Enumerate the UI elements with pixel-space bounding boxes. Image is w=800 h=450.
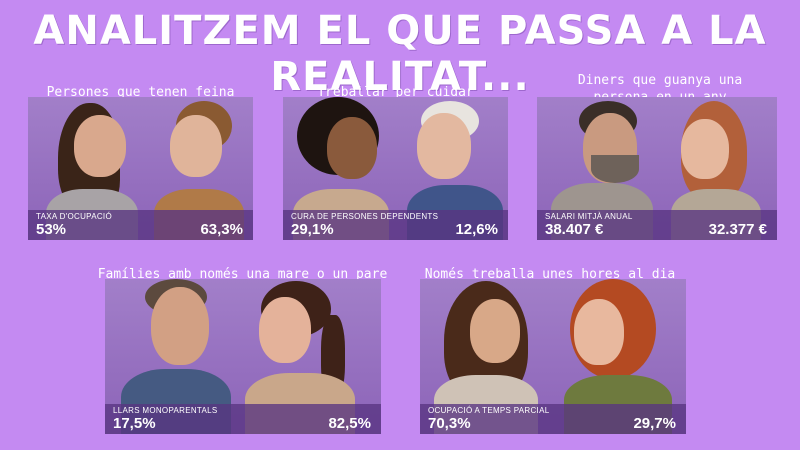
panel-employment: TAXA D'OCUPACIÓ 53% 63,3% <box>28 97 253 240</box>
page-title: ANALITZEM EL QUE PASSA A LA REALITAT... <box>33 8 767 100</box>
statistic-label: LLARS MONOPARENTALS <box>113 406 218 415</box>
statistic-band: OCUPACIÓ A TEMPS PARCIAL 70,3% 29,7% <box>420 404 686 434</box>
panel-salary: SALARI MITJÀ ANUAL 38.407 € 32.377 € <box>537 97 777 240</box>
statistic-band: LLARS MONOPARENTALS 17,5% 82,5% <box>105 404 381 434</box>
left-value: 38.407 € <box>545 221 604 238</box>
left-value: 53% <box>36 221 67 238</box>
left-value: 29,1% <box>291 221 334 238</box>
right-value: 82,5% <box>328 415 371 432</box>
panel-caption-employment: Persones que tenen feina <box>46 85 235 100</box>
statistic-label: OCUPACIÓ A TEMPS PARCIAL <box>428 406 550 415</box>
statistic-band: CURA DE PERSONES DEPENDENTS 29,1% 12,6% <box>283 210 508 240</box>
panel-part-time: OCUPACIÓ A TEMPS PARCIAL 70,3% 29,7% <box>420 279 686 434</box>
statistic-label: CURA DE PERSONES DEPENDENTS <box>291 212 439 221</box>
statistic-band: TAXA D'OCUPACIÓ 53% 63,3% <box>28 210 253 240</box>
panel-caption-care: Treballar per cuidar <box>317 85 474 100</box>
panel-caption-single-parent: Famílies amb només una mare o un pare <box>97 267 388 282</box>
right-value: 63,3% <box>200 221 243 238</box>
panel-single-parent: LLARS MONOPARENTALS 17,5% 82,5% <box>105 279 381 434</box>
right-value: 29,7% <box>633 415 676 432</box>
left-value: 70,3% <box>428 415 471 432</box>
panel-caption-part-time: Només treballa unes hores al dia <box>424 267 676 282</box>
right-value: 32.377 € <box>708 221 767 238</box>
statistic-label: SALARI MITJÀ ANUAL <box>545 212 633 221</box>
left-value: 17,5% <box>113 415 156 432</box>
statistic-label: TAXA D'OCUPACIÓ <box>36 212 112 221</box>
statistic-band: SALARI MITJÀ ANUAL 38.407 € 32.377 € <box>537 210 777 240</box>
panel-care: CURA DE PERSONES DEPENDENTS 29,1% 12,6% <box>283 97 508 240</box>
right-value: 12,6% <box>455 221 498 238</box>
